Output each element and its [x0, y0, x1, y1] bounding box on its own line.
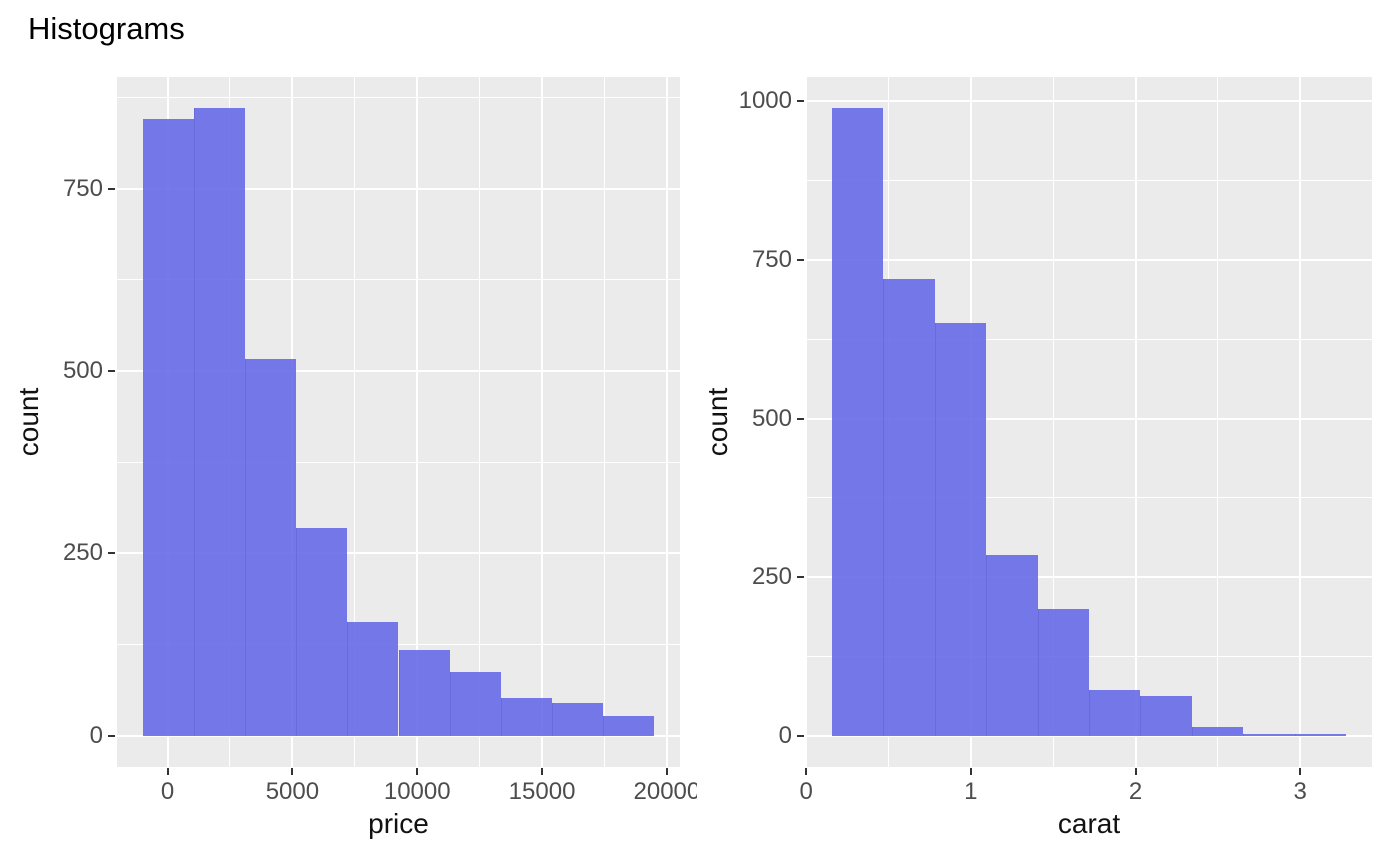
y-tick-label: 0	[89, 721, 103, 749]
x-axis-title: price	[368, 808, 429, 839]
x-axis-tick	[416, 768, 419, 775]
y-major-gridline	[806, 100, 1372, 103]
y-major-gridline	[806, 258, 1372, 261]
histogram-bar	[296, 528, 348, 736]
y-minor-gridline	[117, 96, 680, 98]
histogram-bar	[449, 672, 501, 736]
x-tick-label: 20000	[633, 778, 697, 805]
x-axis-tick	[166, 768, 169, 775]
carat-histogram-figure: 0 1 2 3 0 250 500 750 1000 carat count	[700, 0, 1400, 866]
x-axis-title: carat	[1057, 808, 1121, 839]
x-axis-tick	[805, 768, 808, 775]
histogram-bar	[1294, 734, 1347, 736]
x-major-gridline	[1299, 77, 1302, 767]
x-major-gridline	[805, 77, 808, 767]
x-axis-tick	[969, 768, 972, 775]
y-tick-label: 750	[751, 245, 792, 273]
y-tick-label: 1000	[738, 87, 792, 115]
histogram-bar	[1191, 727, 1244, 736]
x-axis-tick	[1134, 768, 1137, 775]
x-minor-gridline	[1052, 77, 1054, 767]
y-tick-label: 500	[62, 356, 103, 384]
y-minor-gridline	[806, 655, 1372, 657]
x-tick-label: 2	[1128, 778, 1143, 805]
y-minor-gridline	[117, 643, 680, 645]
x-axis-tick	[665, 768, 668, 775]
x-major-gridline	[1134, 77, 1137, 767]
x-major-gridline	[541, 77, 544, 767]
x-tick-label: 5000	[265, 778, 320, 805]
y-major-gridline	[806, 417, 1372, 420]
histogram-bar	[193, 108, 245, 736]
y-axis-tick	[797, 258, 804, 261]
y-major-gridline	[117, 734, 680, 737]
x-minor-gridline	[354, 77, 356, 767]
histogram-bar	[603, 715, 655, 736]
x-tick-label: 15000	[508, 778, 576, 805]
histogram-bar	[500, 697, 553, 736]
y-major-gridline	[806, 576, 1372, 579]
y-tick-label: 500	[751, 404, 792, 432]
x-tick-label: 3	[1293, 778, 1307, 805]
x-major-gridline	[665, 77, 668, 767]
histogram-bar	[1037, 608, 1089, 736]
x-major-gridline	[416, 77, 419, 767]
x-minor-gridline	[1217, 77, 1219, 767]
y-axis-tick	[797, 734, 804, 737]
histogram-bar	[552, 702, 604, 736]
histogram-bar	[244, 359, 297, 736]
y-tick-label: 250	[62, 539, 103, 567]
histogram-bar	[883, 278, 935, 736]
y-major-gridline	[117, 187, 680, 190]
y-tick-label: 750	[62, 174, 103, 202]
histogram-bar	[398, 649, 450, 736]
y-axis-tick	[108, 552, 115, 555]
y-axis-tick	[108, 369, 115, 372]
x-tick-label: 0	[799, 778, 813, 805]
y-minor-gridline	[806, 497, 1372, 499]
histogram-bar	[831, 108, 884, 736]
histogram-bar	[934, 323, 987, 736]
x-tick-label: 10000	[383, 778, 451, 805]
y-axis-tick	[797, 100, 804, 103]
histogram-bar	[1140, 696, 1192, 736]
y-axis-title: count	[13, 387, 44, 457]
y-major-gridline	[806, 734, 1372, 737]
x-minor-gridline	[479, 77, 481, 767]
y-major-gridline	[117, 369, 680, 372]
histogram-bar	[1243, 734, 1295, 736]
y-axis-title: count	[702, 387, 733, 457]
histogram-bar	[347, 621, 399, 736]
y-minor-gridline	[117, 279, 680, 281]
y-axis-tick	[797, 417, 804, 420]
plot-title: Histograms	[28, 11, 185, 46]
y-axis-tick	[797, 576, 804, 579]
histogram-bar	[986, 555, 1038, 736]
y-major-gridline	[117, 552, 680, 555]
price-histogram-figure: 0 5000 10000 15000 20000 0 250 500 750 price count	[0, 0, 697, 866]
y-tick-label: 250	[751, 563, 792, 591]
y-tick-label: 0	[778, 721, 792, 749]
y-minor-gridline	[117, 461, 680, 463]
histogram-bar	[1089, 689, 1141, 736]
histogram-bar	[142, 119, 194, 736]
x-tick-label: 1	[964, 778, 978, 805]
x-axis-tick	[1299, 768, 1302, 775]
y-minor-gridline	[806, 180, 1372, 182]
x-minor-gridline	[603, 77, 605, 767]
y-axis-tick	[108, 187, 115, 190]
x-axis-tick	[541, 768, 544, 775]
y-minor-gridline	[806, 338, 1372, 340]
x-axis-tick	[291, 768, 294, 775]
x-tick-label: 0	[160, 778, 175, 805]
y-axis-tick	[108, 734, 115, 737]
